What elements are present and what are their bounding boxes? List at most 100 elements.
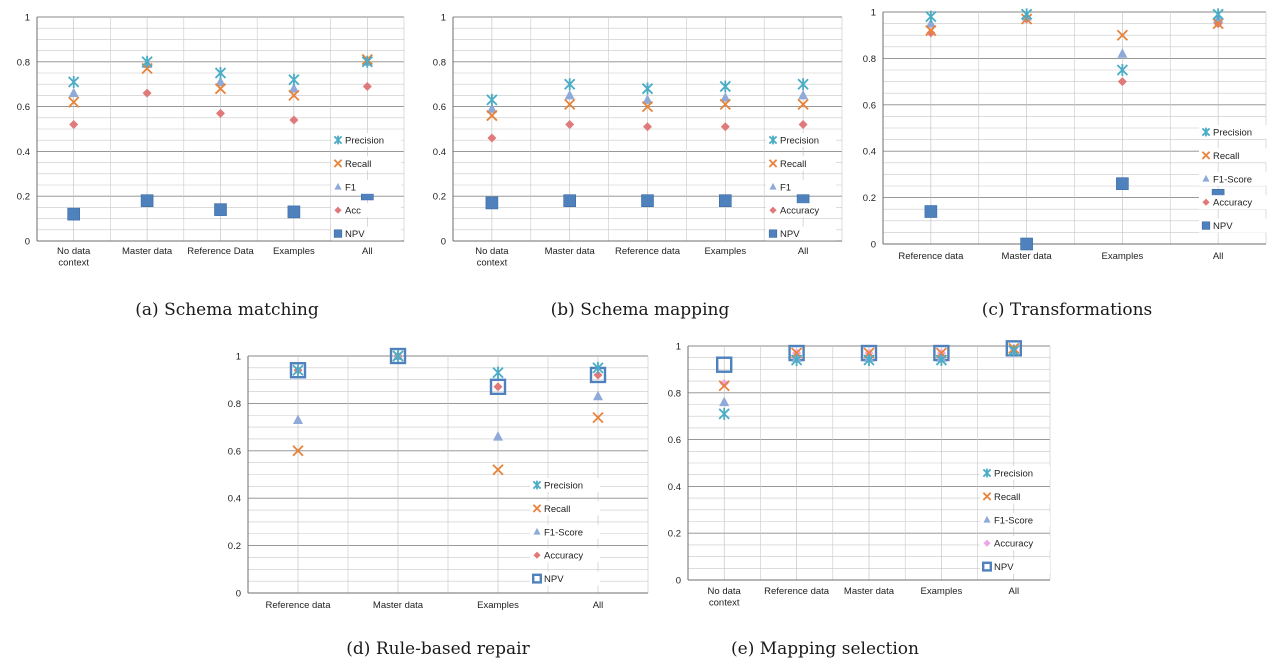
x-tick-label: Examples [1102,251,1144,262]
data-point [292,445,304,457]
y-tick-label: 0.2 [228,541,241,552]
legend-label: Recall [345,159,371,170]
chart-svg: 0 0.2 0.4 0.6 0.8 1 Reference data Master data E… [863,8,1269,262]
data-point [68,96,80,108]
x-tick-label: No data context [475,246,509,269]
x-tick-label: No data context [57,246,91,269]
chart-caption: (a) Schema matching [135,300,319,320]
y-tick-label: 0.2 [863,193,876,204]
x-tick-label: All [362,246,373,257]
legend: Precision Recall F1 Accuracy NPV [766,133,836,241]
legend-marker [333,159,343,168]
data-point [592,411,604,424]
data-point [925,10,937,23]
legend-marker [769,206,777,214]
legend-bg [1199,195,1269,210]
data-point [1116,177,1129,190]
legend-marker [333,135,343,145]
data-point [68,75,80,88]
x-tick-label: Master data [545,246,596,257]
data-point [292,364,304,377]
chart-caption: (d) Rule-based repair [346,639,530,659]
data-point [67,207,80,221]
legend-label: Recall [780,159,806,170]
y-tick-label: 1 [25,13,30,24]
legend-marker [334,182,342,190]
y-tick-label: 0.8 [668,388,681,399]
legend-label: F1 [780,182,791,193]
legend-bg [980,489,1050,504]
y-tick-label: 1 [676,342,681,353]
legend-marker [532,573,543,584]
data-point [141,55,153,68]
chart-svg: 0 0.2 0.4 0.6 0.8 1 Reference data Master data E… [228,347,649,611]
data-point [293,414,303,424]
y-tick-label: 0.8 [17,57,30,68]
data-point [288,73,300,86]
legend-label: F1-Score [1213,174,1252,185]
legend-bg [1199,148,1269,163]
y-tick-label: 0.8 [433,57,446,68]
data-point [1117,77,1127,87]
series-accuracy [487,120,808,143]
data-point [790,354,803,367]
data-point [798,120,808,130]
legend-marker [983,515,991,523]
x-tick-label: Master data [844,586,895,597]
chart-panel-rule-based-repair: 0 0.2 0.4 0.6 0.8 1 Reference data Master data E… [220,332,660,632]
chart-panel-transformations: 0 0.2 0.4 0.6 0.8 1 Reference data Master data E… [853,0,1276,300]
legend-bg [766,156,836,171]
data-point [564,78,576,91]
data-point [720,122,730,132]
data-point [798,89,809,100]
data-point [593,370,603,380]
data-point [718,194,732,207]
chart-svg: 0 0.2 0.4 0.6 0.8 1 No data context Master data R… [17,13,405,269]
data-point [215,76,226,86]
data-point [797,98,809,110]
chart-svg: 0 0.2 0.4 0.6 0.8 1 No data context Master data R… [433,13,843,269]
legend-bg [980,512,1050,527]
data-point [719,98,731,110]
legend-bg [530,548,600,563]
x-tick-label: Examples [704,246,746,257]
y-tick-label: 1 [871,8,876,19]
data-point [214,203,227,216]
chart-caption: (b) Schema mapping [550,300,730,320]
data-point [68,87,79,98]
data-point [216,108,225,118]
x-tick-label: Master data [373,600,424,611]
legend-marker [1202,174,1210,182]
legend-bg [530,501,600,516]
data-point [1020,237,1033,251]
data-point [565,120,575,130]
y-tick-label: 0.2 [668,529,681,540]
legend-bg [331,203,401,218]
legend-bg [766,203,836,218]
data-point [1116,64,1129,76]
legend-marker [982,492,992,501]
legend-label: NPV [345,229,365,240]
legend-label: F1-Score [544,527,583,538]
data-point [641,82,654,95]
legend-marker [768,135,778,145]
legend: Precision Recall F1 Acc NPV [331,133,401,241]
data-point [485,196,499,210]
chart-caption: (e) Mapping selection [731,639,919,659]
y-tick-label: 0.4 [668,482,681,493]
legend-label: Precision [345,136,384,147]
x-tick-label: All [593,600,604,611]
x-tick-label: Reference data [615,246,681,257]
legend-marker [532,504,542,513]
data-point [719,378,729,388]
y-tick-label: 0.6 [863,100,876,111]
data-point [563,194,576,207]
chart-svg: 0 0.2 0.4 0.6 0.8 1 No data context Reference da… [668,340,1051,609]
legend-label: Recall [994,492,1020,503]
data-point [289,115,299,125]
data-point [489,378,507,396]
legend-label: Accuracy [1213,198,1252,209]
y-tick-label: 0 [25,237,30,248]
legend-label: Precision [1213,128,1252,139]
y-tick-label: 0.8 [863,54,876,65]
